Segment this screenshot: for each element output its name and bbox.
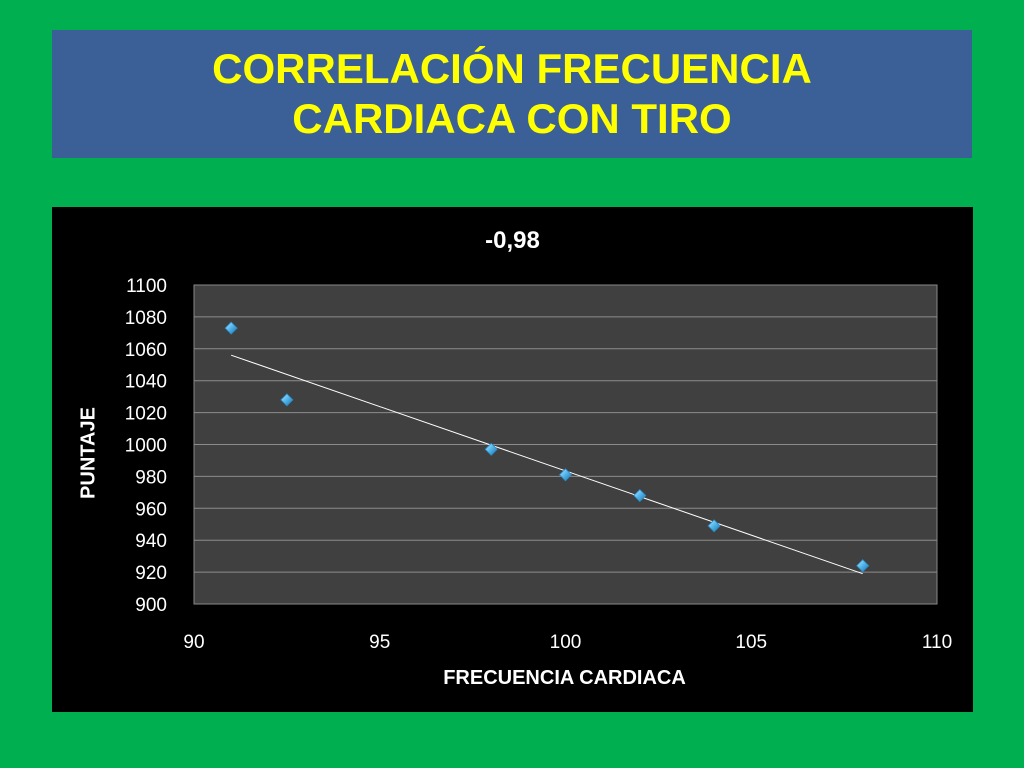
scatter-chart: 900 920 940 960 980 1000 1020 1040 1060 1080 1100 9… [125,276,952,653]
slide-title-line-2: CARDIACA CON TIRO [292,95,732,142]
y-tick-label: 980 [135,467,167,488]
x-tick-label: 100 [550,632,582,653]
x-axis-label: FRECUENCIA CARDIACA [443,667,686,689]
y-tick-label: 1040 [125,372,167,393]
chart-title: -0,98 [485,227,540,254]
x-tick-label: 95 [369,632,390,653]
y-tick-label: 960 [135,499,167,520]
data-point [558,468,573,482]
slide-title-box: CORRELACIÓN FRECUENCIA CARDIACA CON TIRO [52,30,972,158]
y-tick-label: 940 [135,531,167,552]
x-tick-label: 110 [922,632,952,653]
y-tick-label: 920 [135,563,167,584]
y-tick-label: 1100 [126,276,167,297]
trendline [230,354,863,575]
y-tick-label: 1080 [125,308,167,329]
x-tick-label: 105 [735,632,767,653]
data-point [633,488,647,503]
x-tick-label: 90 [183,632,204,653]
data-point [856,559,870,573]
data-point [224,321,238,335]
y-tick-label: 1020 [125,404,167,425]
chart-area: 900 920 940 960 980 1000 1020 1040 1060 1080 1100 9… [52,207,973,712]
y-tick-label: 1000 [125,436,167,457]
slide-title-line-1: CORRELACIÓN FRECUENCIA [212,45,812,92]
data-point [707,519,721,533]
data-point [484,442,498,456]
y-tick-label: 1060 [125,340,167,361]
y-tick-label: 900 [135,595,167,616]
y-axis-label: PUNTAJE [77,407,100,499]
data-point [280,393,294,407]
